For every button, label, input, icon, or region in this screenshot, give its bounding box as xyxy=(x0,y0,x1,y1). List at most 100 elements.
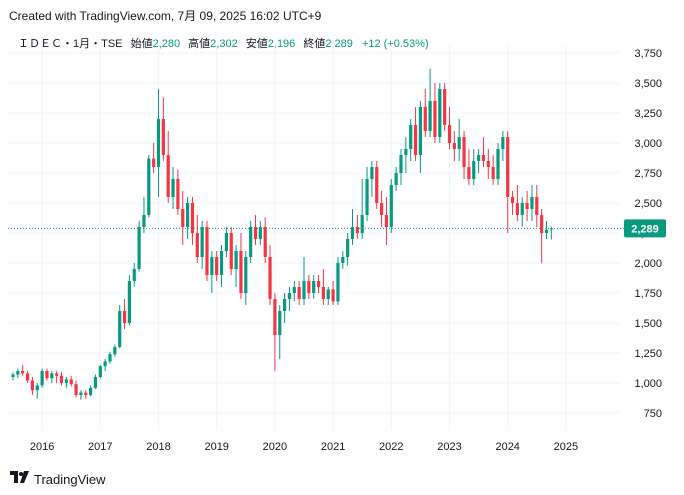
candle-body xyxy=(326,289,330,299)
candle xyxy=(477,149,481,173)
candle xyxy=(404,137,408,173)
candle xyxy=(413,107,418,161)
candle-body xyxy=(156,119,161,167)
candle xyxy=(30,377,34,395)
candle xyxy=(89,385,93,397)
candle-body xyxy=(355,227,359,233)
candle xyxy=(496,143,500,185)
candle xyxy=(380,191,384,227)
candle-body xyxy=(89,387,93,395)
candle xyxy=(341,251,345,269)
candle-body xyxy=(510,197,515,203)
candle xyxy=(433,83,437,143)
candle-body xyxy=(287,293,292,299)
candle xyxy=(98,365,102,379)
candle-body xyxy=(147,158,151,215)
candle-body xyxy=(375,167,379,203)
candle-body xyxy=(312,281,316,293)
candle-body xyxy=(55,373,59,376)
candle-body xyxy=(74,384,78,395)
candle-body xyxy=(142,215,146,227)
y-tick-label: 2,750 xyxy=(634,168,662,180)
candle-body xyxy=(515,203,519,215)
candle-body xyxy=(530,197,534,209)
candle-body xyxy=(268,257,272,299)
candle-body xyxy=(108,354,112,362)
change-value: +12 (+0.53%) xyxy=(361,38,429,50)
candle xyxy=(84,390,88,399)
candle xyxy=(181,191,185,245)
candle xyxy=(219,245,224,287)
x-tick-label: 2019 xyxy=(204,441,228,453)
candle xyxy=(428,68,432,137)
candle xyxy=(210,251,214,293)
candle xyxy=(45,368,49,381)
price-badge-text: 2,289 xyxy=(631,223,659,235)
candle xyxy=(283,293,287,323)
close-label: 終値 xyxy=(303,38,326,50)
candle xyxy=(452,131,456,161)
y-tick-label: 3,500 xyxy=(634,78,662,90)
candle-body xyxy=(457,137,461,149)
x-tick-label: 2022 xyxy=(379,441,403,453)
candle xyxy=(55,371,59,383)
candle-body xyxy=(263,227,267,257)
y-tick-label: 750 xyxy=(644,408,662,420)
candle xyxy=(127,275,131,326)
candle-body xyxy=(477,155,481,161)
candle xyxy=(152,143,156,173)
candle xyxy=(438,83,442,143)
candle-body xyxy=(428,101,432,131)
candle-body xyxy=(399,155,403,173)
candle-body xyxy=(278,311,282,335)
candle xyxy=(108,351,112,364)
candle-body xyxy=(404,149,408,155)
candle-body xyxy=(229,233,233,269)
candle-body xyxy=(239,251,243,293)
candle-body xyxy=(273,299,277,335)
candle xyxy=(423,89,427,137)
candle xyxy=(491,155,495,185)
candle xyxy=(11,372,15,381)
candle xyxy=(244,251,248,305)
candle xyxy=(389,179,393,233)
candle-body xyxy=(137,227,141,269)
candle-body xyxy=(50,373,54,379)
candle xyxy=(132,263,136,287)
candle-body xyxy=(45,371,49,379)
candle-body xyxy=(467,167,471,179)
candle-body xyxy=(481,155,486,161)
candle xyxy=(331,281,335,305)
candle-body xyxy=(433,101,437,137)
candle-body xyxy=(200,227,204,257)
candle xyxy=(447,107,452,149)
candle xyxy=(190,197,195,245)
candle xyxy=(25,371,30,383)
candle xyxy=(40,368,44,388)
candle xyxy=(186,197,190,239)
candle-body xyxy=(253,227,258,239)
candle xyxy=(93,374,98,389)
candle-body xyxy=(341,257,345,263)
candle xyxy=(462,131,466,179)
time-axis[interactable]: 2016 2017 2018 2019 2020 2021 2022 2023 2024 2025 xyxy=(30,441,578,453)
candle xyxy=(292,281,296,302)
candle xyxy=(544,221,549,239)
candle xyxy=(312,275,316,299)
candle xyxy=(346,233,350,266)
candle-body xyxy=(418,107,422,155)
candle xyxy=(195,215,199,263)
candle xyxy=(307,275,311,299)
candle-body xyxy=(346,239,350,257)
candle-body xyxy=(506,137,510,197)
candle xyxy=(205,221,209,281)
candle-body xyxy=(394,173,398,185)
candle-body xyxy=(64,379,68,383)
candle-body xyxy=(234,251,238,269)
candles xyxy=(11,68,553,400)
candle-body xyxy=(389,185,393,227)
candle xyxy=(510,191,515,215)
low-label: 安値 xyxy=(245,38,268,50)
candle-body xyxy=(452,143,456,149)
